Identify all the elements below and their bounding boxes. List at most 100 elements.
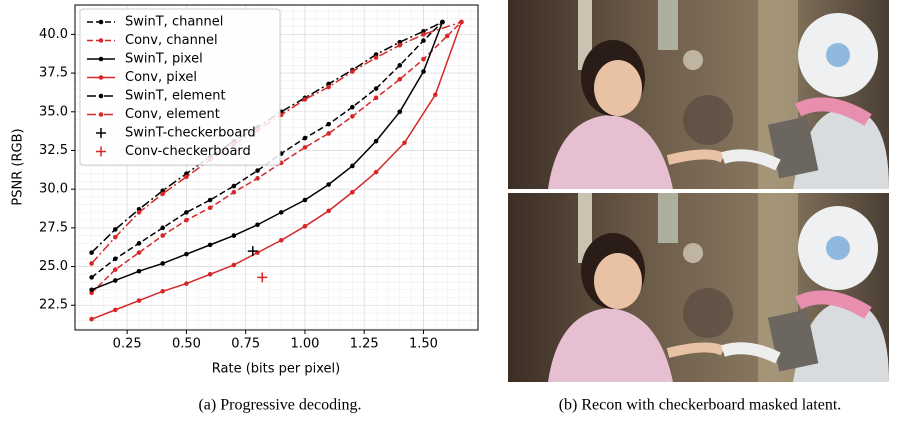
- point: [440, 20, 445, 25]
- point: [113, 278, 118, 283]
- plus-marker: [248, 246, 258, 256]
- y-tick-label: 22.5: [39, 298, 68, 313]
- point: [89, 250, 94, 255]
- point: [374, 96, 379, 101]
- point: [184, 218, 189, 223]
- y-tick-label: 30.0: [39, 182, 68, 197]
- point: [374, 139, 379, 144]
- legend-label: SwinT, element: [125, 89, 226, 104]
- point: [350, 69, 355, 74]
- point: [208, 272, 213, 277]
- recon-image-top: [508, 0, 889, 189]
- point: [374, 86, 379, 91]
- point: [279, 210, 284, 215]
- legend-marker: [99, 112, 104, 117]
- point: [137, 210, 142, 215]
- point: [326, 131, 331, 136]
- legend-label: Conv, channel: [125, 33, 218, 48]
- legend-label: Conv, element: [125, 107, 220, 122]
- point: [89, 287, 94, 292]
- point: [350, 105, 355, 110]
- point: [326, 122, 331, 127]
- point: [113, 308, 118, 313]
- point: [397, 77, 402, 82]
- point: [397, 43, 402, 48]
- legend-marker: [99, 94, 104, 99]
- x-tick-label: 0.25: [113, 337, 142, 352]
- point: [160, 289, 165, 294]
- point: [184, 210, 189, 215]
- legend-marker: [99, 75, 104, 80]
- point: [459, 20, 464, 25]
- y-axis-label: PSNR (RGB): [11, 128, 26, 205]
- point: [303, 136, 308, 141]
- point: [89, 317, 94, 322]
- caption-a: (a) Progressive decoding.: [198, 397, 361, 414]
- y-tick-label: 37.5: [39, 66, 68, 81]
- point: [232, 263, 237, 268]
- point: [232, 233, 237, 238]
- point: [421, 69, 426, 74]
- point: [184, 252, 189, 257]
- point: [208, 205, 213, 210]
- point: [89, 275, 94, 280]
- point: [137, 250, 142, 255]
- point: [255, 222, 260, 227]
- legend-label: Conv-checkerboard: [125, 144, 251, 159]
- point: [184, 174, 189, 179]
- point: [374, 55, 379, 60]
- point: [89, 261, 94, 266]
- point: [350, 114, 355, 119]
- point: [402, 140, 407, 145]
- point: [113, 227, 118, 232]
- point: [421, 57, 426, 62]
- point: [397, 109, 402, 114]
- point: [160, 233, 165, 238]
- x-tick-label: 1.25: [350, 337, 379, 352]
- point: [208, 198, 213, 203]
- point: [279, 238, 284, 243]
- plus-marker: [257, 272, 267, 282]
- point: [137, 298, 142, 303]
- point: [303, 198, 308, 203]
- legend-label: SwinT, pixel: [125, 52, 203, 67]
- point: [255, 168, 260, 173]
- point: [350, 190, 355, 195]
- y-tick-label: 40.0: [39, 27, 68, 42]
- point: [433, 92, 438, 97]
- point: [374, 170, 379, 175]
- point: [160, 261, 165, 266]
- legend-label: SwinT-checkerboard: [125, 126, 256, 141]
- caption-b: (b) Recon with checkerboard masked laten…: [559, 397, 842, 414]
- point: [232, 190, 237, 195]
- legend-label: SwinT, channel: [125, 15, 223, 30]
- point: [303, 97, 308, 102]
- point: [160, 226, 165, 231]
- point: [160, 192, 165, 197]
- point: [137, 269, 142, 274]
- point: [326, 209, 331, 214]
- point: [208, 243, 213, 248]
- point: [397, 63, 402, 68]
- point: [137, 241, 142, 246]
- legend-label: Conv, pixel: [125, 70, 197, 85]
- y-tick-label: 32.5: [39, 143, 68, 158]
- point: [113, 257, 118, 262]
- point: [303, 145, 308, 150]
- point: [184, 281, 189, 286]
- point: [232, 184, 237, 189]
- figure: (a) Progressive decoding. (b) Recon with…: [0, 0, 909, 422]
- point: [350, 164, 355, 169]
- point: [421, 38, 426, 43]
- y-tick-label: 27.5: [39, 220, 68, 235]
- point: [326, 85, 331, 90]
- point: [421, 32, 426, 37]
- point: [255, 176, 260, 181]
- point: [113, 267, 118, 272]
- y-tick-label: 25.0: [39, 259, 68, 274]
- legend: SwinT, channel Conv, channel SwinT, pixel C…: [80, 9, 280, 165]
- point: [303, 224, 308, 229]
- legend-marker: [99, 38, 104, 43]
- x-axis-label: Rate (bits per pixel): [212, 362, 340, 377]
- x-tick-label: 1.00: [290, 337, 319, 352]
